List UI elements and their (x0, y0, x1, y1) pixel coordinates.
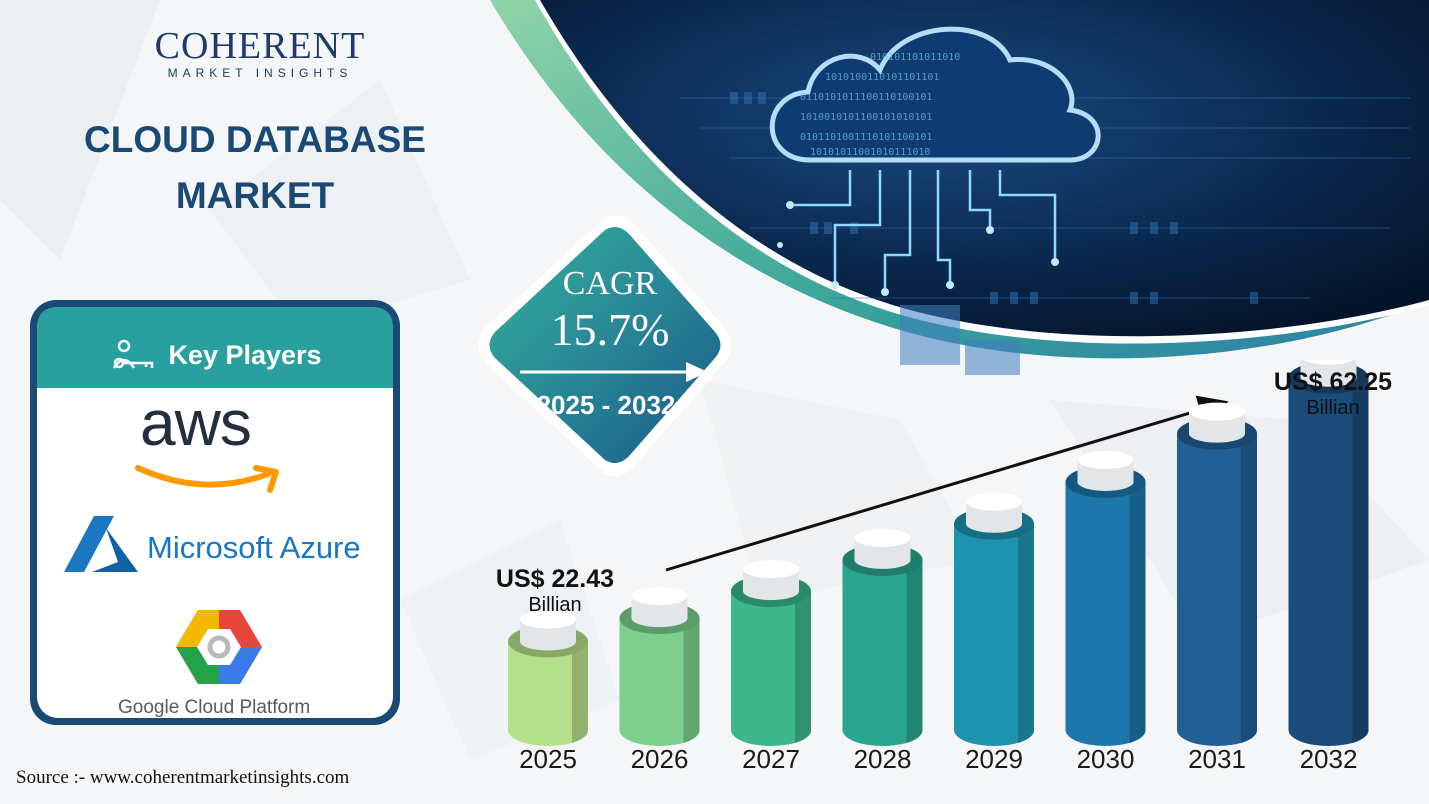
market-size-chart (508, 360, 1369, 746)
title-line-1: CLOUD DATABASE (84, 119, 426, 160)
end-value-unit: Billian (1306, 397, 1360, 419)
aws-logo-text: aws (140, 387, 252, 459)
cagr-label: CAGR (562, 265, 658, 302)
azure-logo-text: Microsoft Azure (147, 530, 361, 565)
aws-smile-icon (135, 465, 279, 493)
bar-2031 (1177, 402, 1258, 746)
svg-text:010101101011010: 010101101011010 (870, 52, 960, 63)
key-icon (108, 338, 158, 372)
svg-text:1010010101100101010101: 1010010101100101010101 (800, 112, 932, 123)
year-label-2032: 2032 (1299, 744, 1358, 774)
page-title: CLOUD DATABASE MARKET (40, 112, 470, 224)
year-label-2025: 2025 (519, 744, 577, 774)
year-label-2030: 2030 (1076, 744, 1135, 774)
growth-arrow (665, 395, 1229, 572)
year-label-2028: 2028 (853, 744, 912, 774)
bar-2029 (954, 492, 1035, 746)
cloud-hero-graphic: 010101101011010 1010100110101101101 0110… (490, 0, 1429, 375)
year-label-2029: 2029 (965, 744, 1023, 774)
end-value-amount: US$ 62.25 (1273, 368, 1393, 396)
azure-logo-icon (64, 516, 138, 572)
cagr-text: CAGR 15.7% (520, 264, 700, 356)
key-players-panel (30, 300, 400, 725)
brand-tagline: MARKET INSIGHTS (167, 66, 353, 80)
key-players-heading: Key Players (168, 339, 322, 370)
start-value-unit: Billian (528, 594, 582, 616)
chart-bars (508, 360, 1369, 746)
bar-2032 (1288, 360, 1369, 746)
svg-text:10101011001010111010: 10101011001010111010 (810, 147, 930, 158)
source-note: Source :- www.coherentmarketinsights.com (16, 767, 350, 788)
cagr-period: 2025 - 2032 (536, 390, 676, 420)
x-axis-labels: 2025 2026 2027 2028 2029 2030 2031 2032 (0, 744, 1429, 784)
end-value-label: US$ 62.25 Billian (1268, 368, 1398, 420)
google-cloud-text: Google Cloud Platform (118, 697, 311, 718)
bar-2026 (619, 587, 700, 746)
bar-2027 (731, 560, 812, 746)
cagr-value: 15.7% (550, 304, 670, 355)
cagr-badge (478, 215, 732, 477)
bar-2028 (842, 528, 923, 746)
key-players-header: Key Players (60, 325, 370, 385)
bar-2030 (1065, 450, 1146, 746)
svg-text:0101101001110101100101: 0101101001110101100101 (800, 132, 932, 143)
brand-logo: COHERENT MARKET INSIGHTS (130, 26, 390, 80)
start-value-label: US$ 22.43 Billian (490, 565, 620, 617)
svg-text:1010100110101101101: 1010100110101101101 (825, 72, 939, 83)
google-cloud-icon (176, 610, 262, 684)
year-label-2027: 2027 (742, 744, 800, 774)
year-label-2026: 2026 (630, 744, 689, 774)
brand-name: COHERENT (154, 25, 366, 67)
title-line-2: MARKET (175, 175, 335, 216)
start-value-amount: US$ 22.43 (495, 565, 615, 593)
year-label-2031: 2031 (1188, 744, 1246, 774)
svg-text:0110101011100110100101: 0110101011100110100101 (800, 92, 932, 103)
bar-2025 (508, 610, 589, 746)
